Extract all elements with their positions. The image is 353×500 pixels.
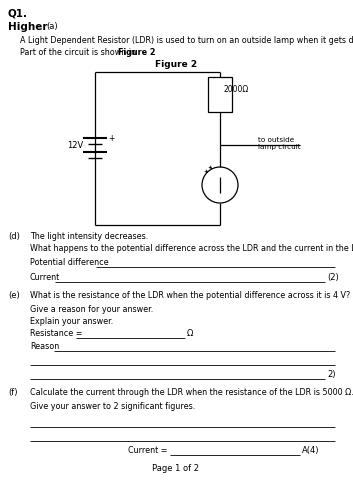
Text: Higher: Higher (8, 22, 48, 32)
Text: (d): (d) (8, 232, 20, 241)
Text: +: + (108, 134, 114, 143)
Text: (e): (e) (8, 291, 20, 300)
Text: Calculate the current through the LDR when the resistance of the LDR is 5000 Ω.: Calculate the current through the LDR wh… (30, 388, 353, 397)
Text: .: . (152, 48, 155, 57)
Text: 2000Ω: 2000Ω (224, 86, 249, 94)
Text: 2): 2) (327, 370, 335, 379)
Text: Figure 2: Figure 2 (118, 48, 156, 57)
Text: to outside
lamp circuit: to outside lamp circuit (258, 137, 301, 150)
Text: A Light Dependent Resistor (LDR) is used to turn on an outside lamp when it gets: A Light Dependent Resistor (LDR) is used… (20, 36, 353, 45)
Text: Current: Current (30, 273, 60, 282)
Text: Give your answer to 2 significant figures.: Give your answer to 2 significant figure… (30, 402, 195, 411)
Ellipse shape (202, 167, 238, 203)
Bar (208, 77, 232, 112)
Text: What is the resistance of the LDR when the potential difference across it is 4 V: What is the resistance of the LDR when t… (30, 291, 350, 300)
Text: Reason: Reason (30, 342, 59, 351)
Text: Give a reason for your answer.: Give a reason for your answer. (30, 305, 153, 314)
Text: A(4): A(4) (302, 446, 319, 455)
Text: Current =: Current = (128, 446, 168, 455)
Text: (a): (a) (46, 22, 58, 31)
Text: 12V: 12V (67, 140, 83, 149)
Text: (f): (f) (8, 388, 18, 397)
Text: Potential difference: Potential difference (30, 258, 109, 267)
Text: Part of the circuit is shown in: Part of the circuit is shown in (20, 48, 138, 57)
Text: (2): (2) (327, 273, 339, 282)
Text: What happens to the potential difference across the LDR and the current in the L: What happens to the potential difference… (30, 244, 353, 253)
Text: Explain your answer.: Explain your answer. (30, 317, 113, 326)
Text: Page 1 of 2: Page 1 of 2 (152, 464, 199, 473)
Text: Ω: Ω (187, 329, 193, 338)
Text: Q1.: Q1. (8, 8, 28, 18)
Text: Figure 2: Figure 2 (155, 60, 197, 69)
Text: Resistance =: Resistance = (30, 329, 83, 338)
Text: The light intensity decreases.: The light intensity decreases. (30, 232, 148, 241)
